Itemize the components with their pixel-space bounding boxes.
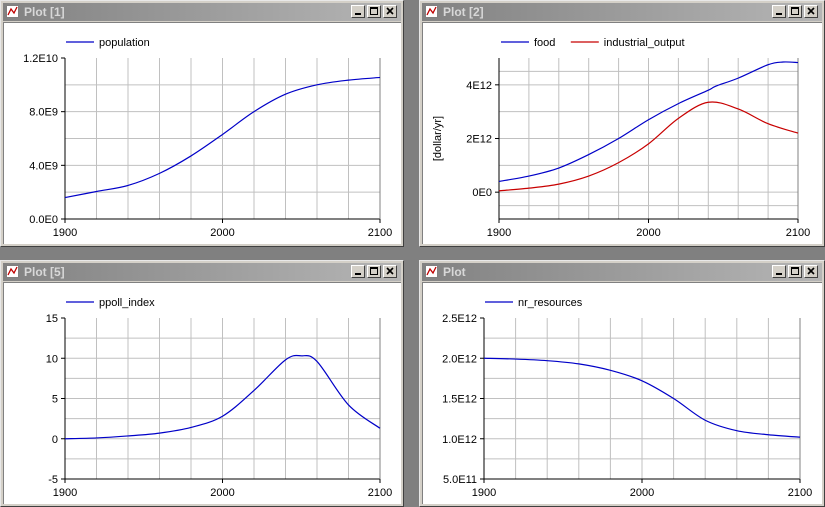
plot-window-icon bbox=[425, 5, 438, 18]
y-tick-label: 8.0E9 bbox=[29, 107, 58, 119]
y-tick-label: 1.5E12 bbox=[442, 394, 477, 406]
x-tick-label: 2100 bbox=[368, 227, 392, 239]
maximize-icon bbox=[370, 267, 378, 275]
close-icon bbox=[807, 267, 815, 275]
x-tick-label: 2000 bbox=[636, 227, 660, 239]
minimize-icon bbox=[355, 13, 361, 15]
plot-window-icon bbox=[6, 265, 19, 278]
legend-label: nr_resources bbox=[518, 297, 583, 309]
legend-label: industrial_output bbox=[604, 37, 685, 49]
legend-label: ppoll_index bbox=[99, 297, 155, 309]
y-tick-label: -5 bbox=[48, 474, 58, 486]
close-button[interactable] bbox=[804, 5, 818, 18]
x-tick-label: 2000 bbox=[210, 227, 234, 239]
title-bar[interactable]: Plot [2] bbox=[422, 3, 822, 21]
maximize-button[interactable] bbox=[367, 5, 381, 18]
chart-svg[interactable]: -5 0 5 10 15 1900 2000 2100 ppoll_index bbox=[4, 283, 402, 505]
plot-window-5[interactable]: Plot [5] -5 0 5 10 15 1900 2000 2100 ppoll_index bbox=[0, 260, 404, 507]
plot-area[interactable]: 5.0E11 1.0E12 1.5E12 2.0E12 2.5E12 1900 2000 21… bbox=[422, 282, 822, 504]
series-line-ppoll_index bbox=[64, 354, 381, 440]
series-line-population bbox=[64, 76, 381, 199]
minimize-icon bbox=[776, 13, 782, 15]
minimize-button[interactable] bbox=[772, 265, 786, 278]
minimize-icon bbox=[776, 273, 782, 275]
maximize-button[interactable] bbox=[788, 5, 802, 18]
y-tick-label: 5.0E11 bbox=[443, 474, 477, 486]
minimize-button[interactable] bbox=[351, 265, 365, 278]
y-tick-label: 0E0 bbox=[472, 187, 492, 199]
window-title: Plot [1] bbox=[24, 5, 65, 19]
plot-window-nr[interactable]: Plot 5.0E11 1.0E12 1.5E12 2.0E12 2.5E12 1900 2… bbox=[419, 260, 825, 507]
y-tick-label: 2.5E12 bbox=[442, 313, 477, 325]
close-button[interactable] bbox=[804, 265, 818, 278]
plot-window-1[interactable]: Plot [1] 0.0E0 4.0E9 8.0E9 1.2E10 1900 2000 21… bbox=[0, 0, 404, 247]
y-tick-label: 4E12 bbox=[466, 80, 492, 92]
y-tick-label: 4.0E9 bbox=[29, 160, 58, 172]
maximize-button[interactable] bbox=[788, 265, 802, 278]
y-tick-label: 2.0E12 bbox=[442, 353, 477, 365]
y-tick-label: 1.2E10 bbox=[23, 53, 58, 65]
maximize-button[interactable] bbox=[367, 265, 381, 278]
y-axis-label: [dollar/yr] bbox=[432, 116, 444, 161]
plot-window-2[interactable]: Plot [2] 0E0 2E12 4E12 1900 2000 2100 [dollar/… bbox=[419, 0, 825, 247]
window-title: Plot [5] bbox=[24, 265, 65, 279]
window-title: Plot bbox=[443, 265, 466, 279]
y-tick-label: 5 bbox=[52, 394, 58, 406]
x-tick-label: 2100 bbox=[368, 487, 392, 499]
series-line-industrial_output bbox=[498, 101, 799, 192]
x-tick-label: 2000 bbox=[210, 487, 234, 499]
legend-label: population bbox=[99, 37, 150, 49]
y-tick-label: 2E12 bbox=[466, 134, 492, 146]
chart-svg[interactable]: 0E0 2E12 4E12 1900 2000 2100 [dollar/yr] food in… bbox=[423, 23, 823, 245]
chart-svg[interactable]: 5.0E11 1.0E12 1.5E12 2.0E12 2.5E12 1900 2000 21… bbox=[423, 283, 823, 505]
series-line-food bbox=[498, 61, 799, 183]
x-tick-label: 2100 bbox=[788, 487, 812, 499]
close-button[interactable] bbox=[383, 5, 397, 18]
minimize-icon bbox=[355, 273, 361, 275]
x-tick-label: 1900 bbox=[53, 227, 77, 239]
y-tick-label: 10 bbox=[46, 353, 58, 365]
x-tick-label: 1900 bbox=[53, 487, 77, 499]
maximize-icon bbox=[791, 7, 799, 15]
minimize-button[interactable] bbox=[772, 5, 786, 18]
maximize-icon bbox=[370, 7, 378, 15]
x-tick-label: 2100 bbox=[786, 227, 810, 239]
close-button[interactable] bbox=[383, 265, 397, 278]
title-bar[interactable]: Plot bbox=[422, 263, 822, 281]
window-title: Plot [2] bbox=[443, 5, 484, 19]
y-tick-label: 1.0E12 bbox=[442, 434, 477, 446]
y-tick-label: 15 bbox=[46, 313, 58, 325]
series-line-nr_resources bbox=[483, 357, 801, 438]
close-icon bbox=[386, 267, 394, 275]
plot-area[interactable]: 0.0E0 4.0E9 8.0E9 1.2E10 1900 2000 2100 populat… bbox=[3, 22, 401, 244]
x-tick-label: 1900 bbox=[472, 487, 496, 499]
title-bar[interactable]: Plot [5] bbox=[3, 263, 401, 281]
plot-area[interactable]: 0E0 2E12 4E12 1900 2000 2100 [dollar/yr] food in… bbox=[422, 22, 822, 244]
close-icon bbox=[807, 7, 815, 15]
y-tick-label: 0.0E0 bbox=[29, 214, 58, 226]
plot-window-icon bbox=[6, 5, 19, 18]
plot-area[interactable]: -5 0 5 10 15 1900 2000 2100 ppoll_index bbox=[3, 282, 401, 504]
minimize-button[interactable] bbox=[351, 5, 365, 18]
close-icon bbox=[386, 7, 394, 15]
title-bar[interactable]: Plot [1] bbox=[3, 3, 401, 21]
legend-label: food bbox=[534, 37, 555, 49]
chart-svg[interactable]: 0.0E0 4.0E9 8.0E9 1.2E10 1900 2000 2100 populat… bbox=[4, 23, 402, 245]
plot-window-icon bbox=[425, 265, 438, 278]
y-tick-label: 0 bbox=[52, 434, 58, 446]
x-tick-label: 1900 bbox=[487, 227, 511, 239]
maximize-icon bbox=[791, 267, 799, 275]
x-tick-label: 2000 bbox=[630, 487, 654, 499]
